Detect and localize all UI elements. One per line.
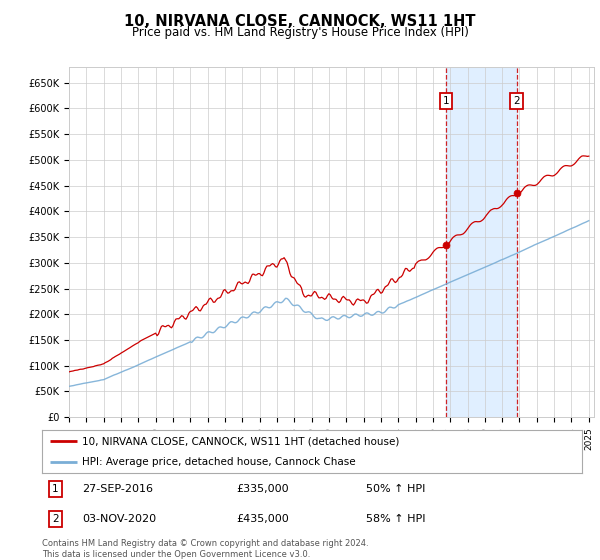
Text: HPI: Average price, detached house, Cannock Chase: HPI: Average price, detached house, Cann… xyxy=(83,458,356,467)
Text: 1: 1 xyxy=(443,96,449,106)
Text: Contains HM Land Registry data © Crown copyright and database right 2024.
This d: Contains HM Land Registry data © Crown c… xyxy=(42,539,368,559)
Text: 10, NIRVANA CLOSE, CANNOCK, WS11 1HT: 10, NIRVANA CLOSE, CANNOCK, WS11 1HT xyxy=(124,14,476,29)
Text: 10, NIRVANA CLOSE, CANNOCK, WS11 1HT (detached house): 10, NIRVANA CLOSE, CANNOCK, WS11 1HT (de… xyxy=(83,436,400,446)
Bar xyxy=(446,67,517,417)
Text: Price paid vs. HM Land Registry's House Price Index (HPI): Price paid vs. HM Land Registry's House … xyxy=(131,26,469,39)
Text: £335,000: £335,000 xyxy=(236,484,289,494)
Text: 58% ↑ HPI: 58% ↑ HPI xyxy=(366,514,425,524)
Text: 2: 2 xyxy=(514,96,520,106)
Text: 50% ↑ HPI: 50% ↑ HPI xyxy=(366,484,425,494)
Text: 1: 1 xyxy=(52,484,59,494)
Text: 27-SEP-2016: 27-SEP-2016 xyxy=(83,484,154,494)
Text: £435,000: £435,000 xyxy=(236,514,289,524)
Text: 03-NOV-2020: 03-NOV-2020 xyxy=(83,514,157,524)
Text: 2: 2 xyxy=(52,514,59,524)
